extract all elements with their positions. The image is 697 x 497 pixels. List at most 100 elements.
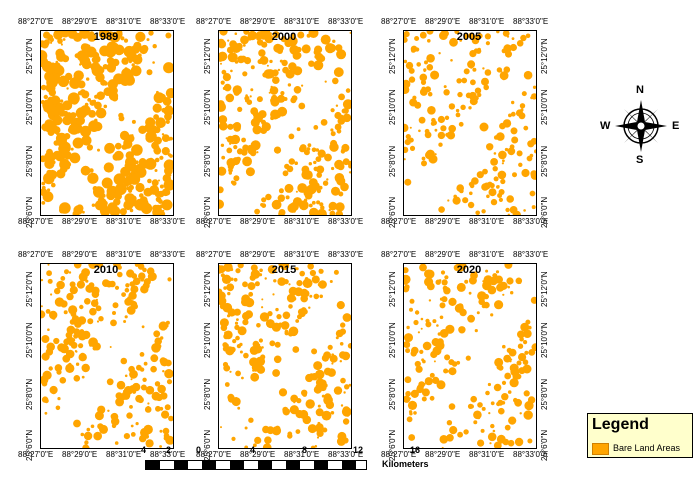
- latitude-tick-left: 25°10'0"N: [388, 322, 397, 359]
- longitude-tick-top: 88°33'0"E: [328, 17, 364, 26]
- north-label: N: [636, 84, 644, 96]
- longitude-tick-bottom: 88°29'0"E: [62, 450, 98, 459]
- longitude-tick-top: 88°33'0"E: [328, 250, 364, 259]
- map-panel-2015: [218, 263, 352, 449]
- latitude-tick-left: 25°12'0"N: [203, 271, 212, 307]
- panel-year-label: 2020: [456, 264, 482, 276]
- latitude-tick-right: 25°6'0"N: [540, 196, 549, 228]
- panel-year-label: 2010: [93, 264, 119, 276]
- longitude-tick-top: 88°27'0"E: [196, 250, 232, 259]
- latitude-tick-left: 25°6'0"N: [25, 196, 34, 228]
- longitude-tick-top: 88°29'0"E: [425, 250, 461, 259]
- north-arrow: N S W E: [600, 84, 682, 166]
- east-label: E: [672, 120, 680, 132]
- legend: Legend Bare Land Areas: [587, 413, 693, 458]
- longitude-tick-top: 88°31'0"E: [106, 17, 142, 26]
- longitude-tick-bottom: 88°27'0"E: [18, 450, 54, 459]
- longitude-tick-bottom: 88°31'0"E: [106, 450, 142, 459]
- latitude-tick-left: 25°10'0"N: [25, 322, 34, 359]
- longitude-tick-bottom: 88°27'0"E: [196, 450, 232, 459]
- longitude-tick-bottom: 88°29'0"E: [425, 217, 461, 226]
- longitude-tick-bottom: 88°31'0"E: [469, 450, 505, 459]
- latitude-tick-left: 25°10'0"N: [203, 322, 212, 359]
- longitude-tick-bottom: 88°31'0"E: [469, 217, 505, 226]
- latitude-tick-right: 25°12'0"N: [540, 271, 549, 307]
- longitude-tick-top: 88°31'0"E: [469, 17, 505, 26]
- bare-land-layer: [404, 264, 536, 448]
- panel-year-label: 2000: [271, 31, 297, 43]
- latitude-tick-right: 25°6'0"N: [540, 429, 549, 461]
- longitude-tick-top: 88°31'0"E: [469, 250, 505, 259]
- longitude-tick-bottom: 88°33'0"E: [328, 450, 364, 459]
- latitude-tick-left: 25°10'0"N: [388, 89, 397, 126]
- longitude-tick-top: 88°29'0"E: [62, 17, 98, 26]
- west-label: W: [600, 120, 611, 132]
- legend-title: Legend: [592, 416, 649, 433]
- bare-land-layer: [41, 264, 173, 448]
- longitude-tick-bottom: 88°27'0"E: [18, 217, 54, 226]
- scale-bar: 4 2 0 4 8 12 16 Kilometers: [140, 446, 480, 492]
- longitude-tick-bottom: 88°33'0"E: [513, 217, 549, 226]
- latitude-tick-left: 25°10'0"N: [25, 89, 34, 126]
- longitude-tick-top: 88°33'0"E: [513, 17, 549, 26]
- legend-item-label: Bare Land Areas: [613, 443, 681, 453]
- longitude-tick-bottom: 88°31'0"E: [284, 450, 320, 459]
- latitude-tick-left: 25°12'0"N: [388, 271, 397, 307]
- longitude-tick-bottom: 88°29'0"E: [240, 217, 276, 226]
- longitude-tick-top: 88°33'0"E: [150, 17, 186, 26]
- longitude-tick-bottom: 88°31'0"E: [284, 217, 320, 226]
- latitude-tick-right: 25°10'0"N: [540, 322, 549, 359]
- map-panel-1989: [40, 30, 174, 216]
- scale-label-0: 0: [196, 445, 202, 455]
- longitude-tick-top: 88°33'0"E: [513, 250, 549, 259]
- longitude-tick-top: 88°29'0"E: [240, 250, 276, 259]
- latitude-tick-right: 25°8'0"N: [540, 378, 549, 410]
- scale-label-16: 16: [410, 445, 421, 455]
- longitude-tick-top: 88°31'0"E: [284, 17, 320, 26]
- latitude-tick-left: 25°12'0"N: [25, 38, 34, 74]
- longitude-tick-bottom: 88°27'0"E: [196, 217, 232, 226]
- longitude-tick-top: 88°31'0"E: [106, 250, 142, 259]
- map-panel-2020: [403, 263, 537, 449]
- longitude-tick-bottom: 88°33'0"E: [150, 450, 186, 459]
- latitude-tick-right: 25°12'0"N: [540, 38, 549, 74]
- map-panel-2005: [403, 30, 537, 216]
- longitude-tick-bottom: 88°29'0"E: [425, 450, 461, 459]
- panel-year-label: 1989: [93, 31, 119, 43]
- longitude-tick-top: 88°29'0"E: [62, 250, 98, 259]
- longitude-tick-top: 88°27'0"E: [18, 17, 54, 26]
- latitude-tick-left: 25°8'0"N: [25, 378, 34, 410]
- scale-label-2: 2: [166, 445, 172, 455]
- latitude-tick-left: 25°12'0"N: [388, 38, 397, 74]
- latitude-tick-right: 25°8'0"N: [540, 145, 549, 177]
- longitude-tick-bottom: 88°31'0"E: [106, 217, 142, 226]
- latitude-tick-left: 25°10'0"N: [203, 89, 212, 126]
- longitude-tick-top: 88°27'0"E: [381, 250, 417, 259]
- latitude-tick-left: 25°8'0"N: [388, 145, 397, 177]
- south-label: S: [636, 154, 644, 166]
- legend-swatch: [592, 443, 609, 455]
- scale-bar-segments: [145, 460, 367, 470]
- scale-label-8: 8: [302, 445, 308, 455]
- longitude-tick-bottom: 88°27'0"E: [381, 217, 417, 226]
- longitude-tick-bottom: 88°29'0"E: [62, 217, 98, 226]
- latitude-tick-left: 25°6'0"N: [203, 196, 212, 228]
- longitude-tick-top: 88°29'0"E: [240, 17, 276, 26]
- bare-land-layer: [219, 264, 351, 448]
- scale-label-12: 12: [353, 445, 364, 455]
- compass-rose-icon: [615, 100, 667, 152]
- longitude-tick-bottom: 88°33'0"E: [150, 217, 186, 226]
- longitude-tick-top: 88°27'0"E: [18, 250, 54, 259]
- latitude-tick-left: 25°8'0"N: [388, 378, 397, 410]
- scale-unit: Kilometers: [382, 459, 429, 469]
- longitude-tick-top: 88°29'0"E: [425, 17, 461, 26]
- latitude-tick-right: 25°10'0"N: [540, 89, 549, 126]
- bare-land-layer: [404, 31, 536, 215]
- longitude-tick-top: 88°33'0"E: [150, 250, 186, 259]
- scale-label-4: 4: [250, 445, 256, 455]
- latitude-tick-left: 25°8'0"N: [203, 145, 212, 177]
- longitude-tick-bottom: 88°33'0"E: [328, 217, 364, 226]
- longitude-tick-top: 88°31'0"E: [284, 250, 320, 259]
- longitude-tick-top: 88°27'0"E: [381, 17, 417, 26]
- panel-year-label: 2015: [271, 264, 297, 276]
